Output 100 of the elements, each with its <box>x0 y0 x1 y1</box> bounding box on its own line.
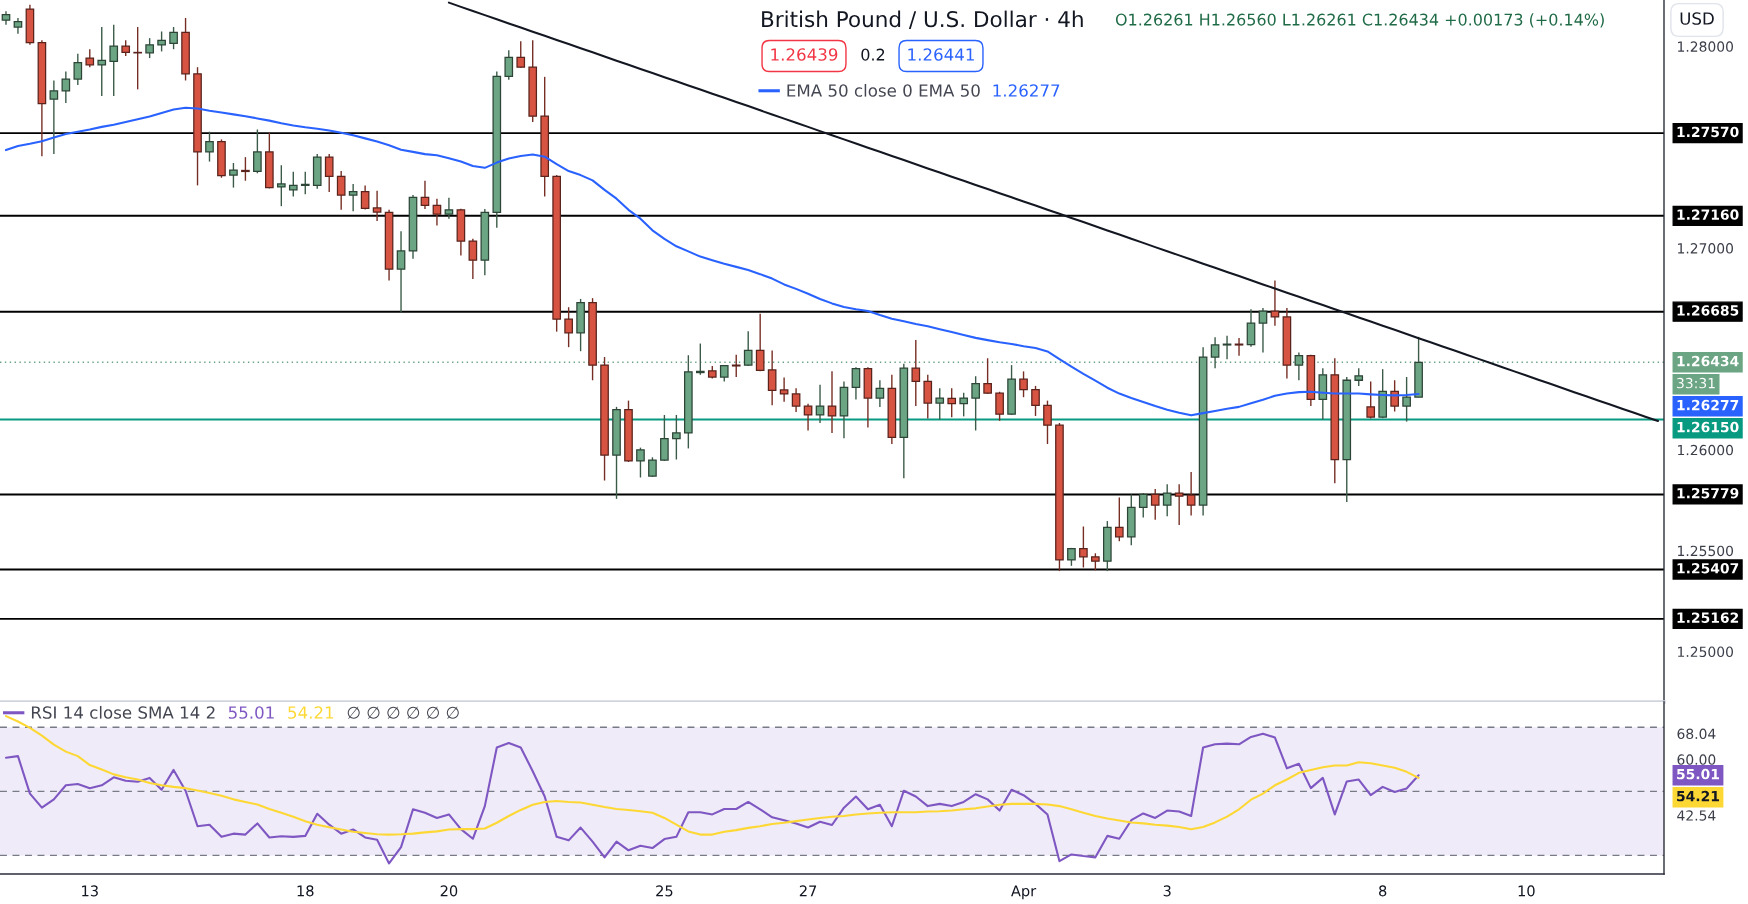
x-tick-label: 8 <box>1379 885 1387 897</box>
candlestick <box>420 180 430 210</box>
x-tick-label: 3 <box>1163 885 1171 897</box>
candlestick <box>767 349 777 406</box>
candlestick <box>229 162 238 189</box>
ref-line-label: 1.27570 <box>1677 126 1739 138</box>
line-series <box>447 1 1660 423</box>
candlestick <box>1174 483 1184 526</box>
candlestick <box>1138 492 1148 519</box>
y-tick-label: 1.27000 <box>1678 243 1734 254</box>
x-tick-label: 25 <box>656 885 673 897</box>
candlestick <box>253 128 262 174</box>
candlestick <box>241 156 250 182</box>
candlestick <box>1150 488 1160 521</box>
candlestick <box>145 37 154 59</box>
candlestick <box>1186 471 1196 517</box>
candlestick <box>755 312 765 372</box>
candlestick <box>49 79 59 155</box>
line-series <box>4 732 1420 865</box>
candlestick <box>1222 334 1232 360</box>
candlestick <box>157 30 166 53</box>
x-tick-label: 13 <box>82 885 98 897</box>
ref-line-label: 1.27160 <box>1677 209 1739 220</box>
candlestick <box>911 339 921 407</box>
candlestick <box>695 342 705 376</box>
candlestick <box>360 184 370 211</box>
text: 1.26277 <box>1677 399 1739 411</box>
candlestick <box>935 387 945 421</box>
candlestick <box>875 379 885 408</box>
legend-label: RSI 14 close SMA 14 2 <box>31 705 215 719</box>
annotation: O1.26261 H1.26560 L1.26261 C1.26434 +0.00173 (+0.14%) <box>1115 13 1604 28</box>
candlestick <box>1402 376 1411 423</box>
candlestick <box>971 375 980 432</box>
y-tick-label: 1.28000 <box>1678 41 1734 52</box>
ref-line-label: 1.25779 <box>1677 487 1739 499</box>
candlestick <box>959 392 969 418</box>
candlestick <box>516 40 526 69</box>
x-tick-label: 27 <box>799 885 817 897</box>
candlestick <box>672 414 681 461</box>
x-tick-label: 18 <box>297 885 314 897</box>
candlestick <box>504 49 514 81</box>
candlestick <box>660 414 669 462</box>
candlestick <box>1258 307 1268 354</box>
candlestick <box>851 366 861 401</box>
candlestick <box>947 387 957 418</box>
y-tick-label: 1.25000 <box>1678 646 1734 658</box>
annotation: 54.21 <box>288 706 334 719</box>
candlestick <box>1390 379 1399 413</box>
annotation: 0.2 <box>861 48 885 61</box>
candlestick <box>133 26 143 91</box>
ref-line-label: 1.25162 <box>1677 612 1739 623</box>
x-tick-label: Apr <box>1011 885 1037 900</box>
candlestick <box>468 238 478 280</box>
y-tick-label: 1.25500 <box>1678 545 1734 557</box>
text: 54.21 <box>1677 790 1719 802</box>
candlestick <box>372 189 382 222</box>
y-tick-label: 1.26000 <box>1678 444 1734 456</box>
chart-title: British Pound / U.S. Dollar · 4h <box>762 10 1083 29</box>
annotation: 1.26277 <box>993 84 1060 97</box>
ref-line-label: 1.26685 <box>1677 305 1739 316</box>
candlestick <box>648 456 657 478</box>
candlestick <box>1270 279 1280 327</box>
candlestick <box>109 24 119 97</box>
candlestick <box>983 357 992 395</box>
candlestick <box>827 370 837 434</box>
candlestick <box>564 306 573 348</box>
x-tick-label: 10 <box>1518 885 1535 897</box>
candlestick <box>336 170 346 211</box>
annotation: ∅ ∅ ∅ ∅ ∅ ∅ <box>347 706 459 719</box>
candlestick <box>205 131 214 163</box>
candlestick <box>348 183 358 212</box>
annotation: 1.26441 <box>908 48 974 61</box>
candlestick <box>923 374 933 420</box>
y-tick-label: 68.04 <box>1677 728 1716 740</box>
candlestick <box>636 446 645 479</box>
candlestick <box>803 403 813 432</box>
candlestick <box>815 383 825 424</box>
candlestick <box>791 387 801 413</box>
candlestick <box>61 70 71 104</box>
candlestick <box>779 376 789 403</box>
candlestick <box>1246 308 1256 348</box>
candlestick <box>995 391 1004 422</box>
legend-label: EMA 50 close 0 EMA 50 <box>787 83 980 97</box>
annotation: 55.01 <box>228 706 274 719</box>
candlestick <box>1079 525 1088 569</box>
candlestick <box>276 164 286 207</box>
candlestick <box>288 171 298 198</box>
ref-line-label: 1.26434 <box>1677 355 1739 367</box>
y-tick-label: 60.00 <box>1677 754 1716 765</box>
candlestick <box>73 52 83 86</box>
candlestick <box>432 198 442 227</box>
annotation: 1.26439 <box>771 48 838 61</box>
text: 55.01 <box>1677 768 1719 780</box>
candlestick <box>324 153 334 193</box>
y-tick-label: 42.54 <box>1677 810 1716 821</box>
candlestick <box>731 354 741 378</box>
candlestick <box>300 171 310 195</box>
candlestick <box>1234 337 1244 357</box>
candlestick <box>396 230 406 314</box>
x-tick-label: 20 <box>440 885 458 897</box>
